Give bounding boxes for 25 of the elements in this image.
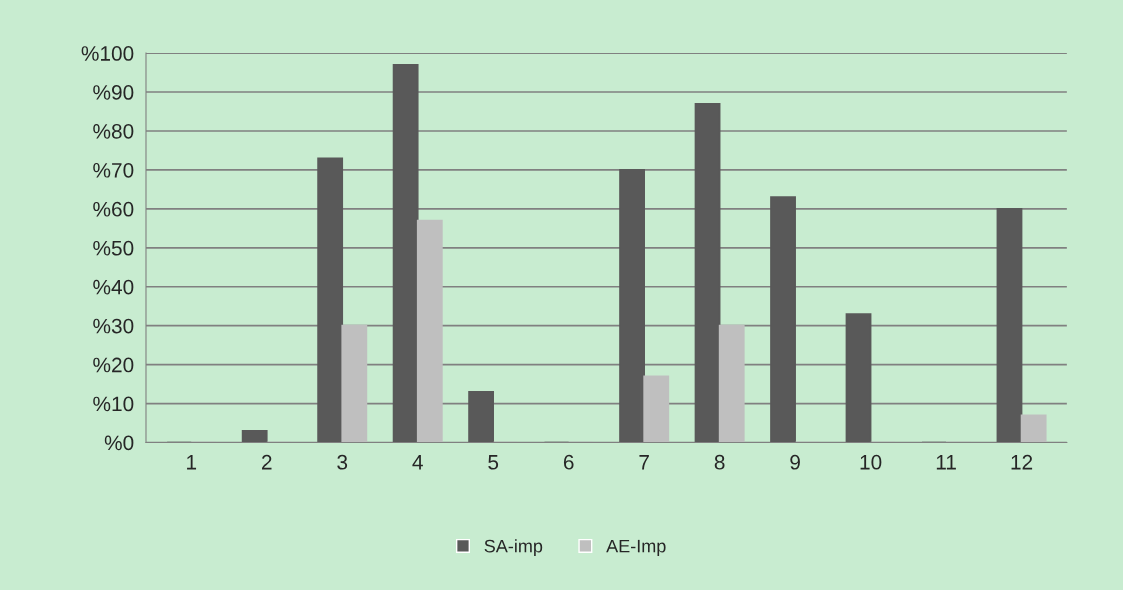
x-tick-label: 4 xyxy=(412,455,423,470)
x-tick-label: 8 xyxy=(714,454,725,470)
y-tick-label: %80 xyxy=(93,123,134,139)
x-tick-label: 7 xyxy=(639,455,649,470)
y-tick-label: %30 xyxy=(93,318,134,334)
x-tick-label: 5 xyxy=(488,455,499,470)
x-tick-label: 11 xyxy=(936,455,956,470)
legend-label: AE-Imp xyxy=(606,539,666,557)
y-tick-label: %100 xyxy=(81,46,134,61)
x-tick-label: 2 xyxy=(262,454,272,470)
y-tick-label: %20 xyxy=(93,357,134,373)
y-tick-label: %50 xyxy=(93,240,134,256)
x-tick-label: 6 xyxy=(563,454,574,470)
y-tick-label: %0 xyxy=(104,435,134,451)
x-tick-label: 12 xyxy=(1011,454,1033,470)
x-tick-label: 3 xyxy=(337,454,348,470)
y-tick-label: %70 xyxy=(93,162,134,178)
x-tick-label: 10 xyxy=(860,454,882,470)
x-tick-label: 9 xyxy=(790,454,800,470)
legend-label: SA-imp xyxy=(484,539,543,557)
y-tick-label: %40 xyxy=(93,279,134,295)
y-tick-label: %10 xyxy=(93,396,134,412)
y-tick-label: %60 xyxy=(93,201,134,217)
y-tick-label: %90 xyxy=(93,85,134,100)
x-tick-label: 1 xyxy=(187,455,197,470)
